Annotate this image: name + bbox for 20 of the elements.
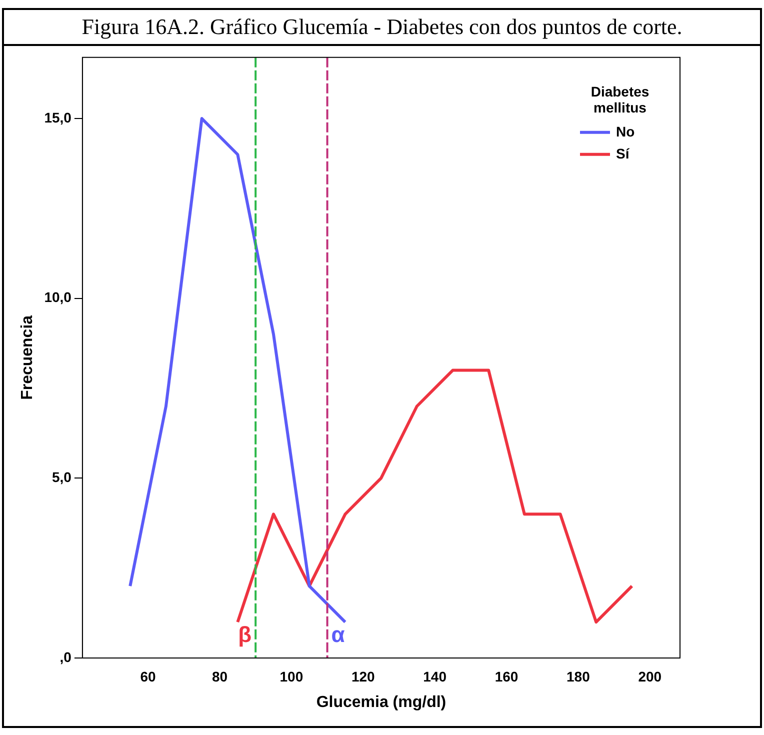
x-tick-label: 120 xyxy=(351,668,376,684)
legend-label: Sí xyxy=(616,145,630,162)
y-tick-label: 5,0 xyxy=(52,469,72,486)
x-tick-label: 100 xyxy=(280,668,304,684)
legend-label: No xyxy=(616,123,635,140)
ref-line-label: β xyxy=(238,622,252,648)
x-axis-title: Glucemia (mg/dl) xyxy=(316,694,446,711)
y-axis-title: Frecuencia xyxy=(19,315,36,400)
x-tick-label: 60 xyxy=(140,668,156,684)
x-tick-label: 200 xyxy=(638,668,662,684)
ref-line-label: α xyxy=(331,622,346,648)
legend-title: Diabetes mellitus xyxy=(590,83,650,116)
x-tick-label: 80 xyxy=(212,668,228,684)
y-tick-label: ,0 xyxy=(60,648,72,665)
chart-title: Figura 16A.2. Gráfico Glucemía - Diabetes con dos puntos de corte. xyxy=(4,10,760,46)
y-tick-label: 10,0 xyxy=(44,289,72,306)
y-tick-label: 15,0 xyxy=(44,109,72,126)
x-tick-label: 160 xyxy=(494,668,518,684)
x-tick-label: 140 xyxy=(423,668,447,684)
x-tick-label: 180 xyxy=(566,668,590,684)
